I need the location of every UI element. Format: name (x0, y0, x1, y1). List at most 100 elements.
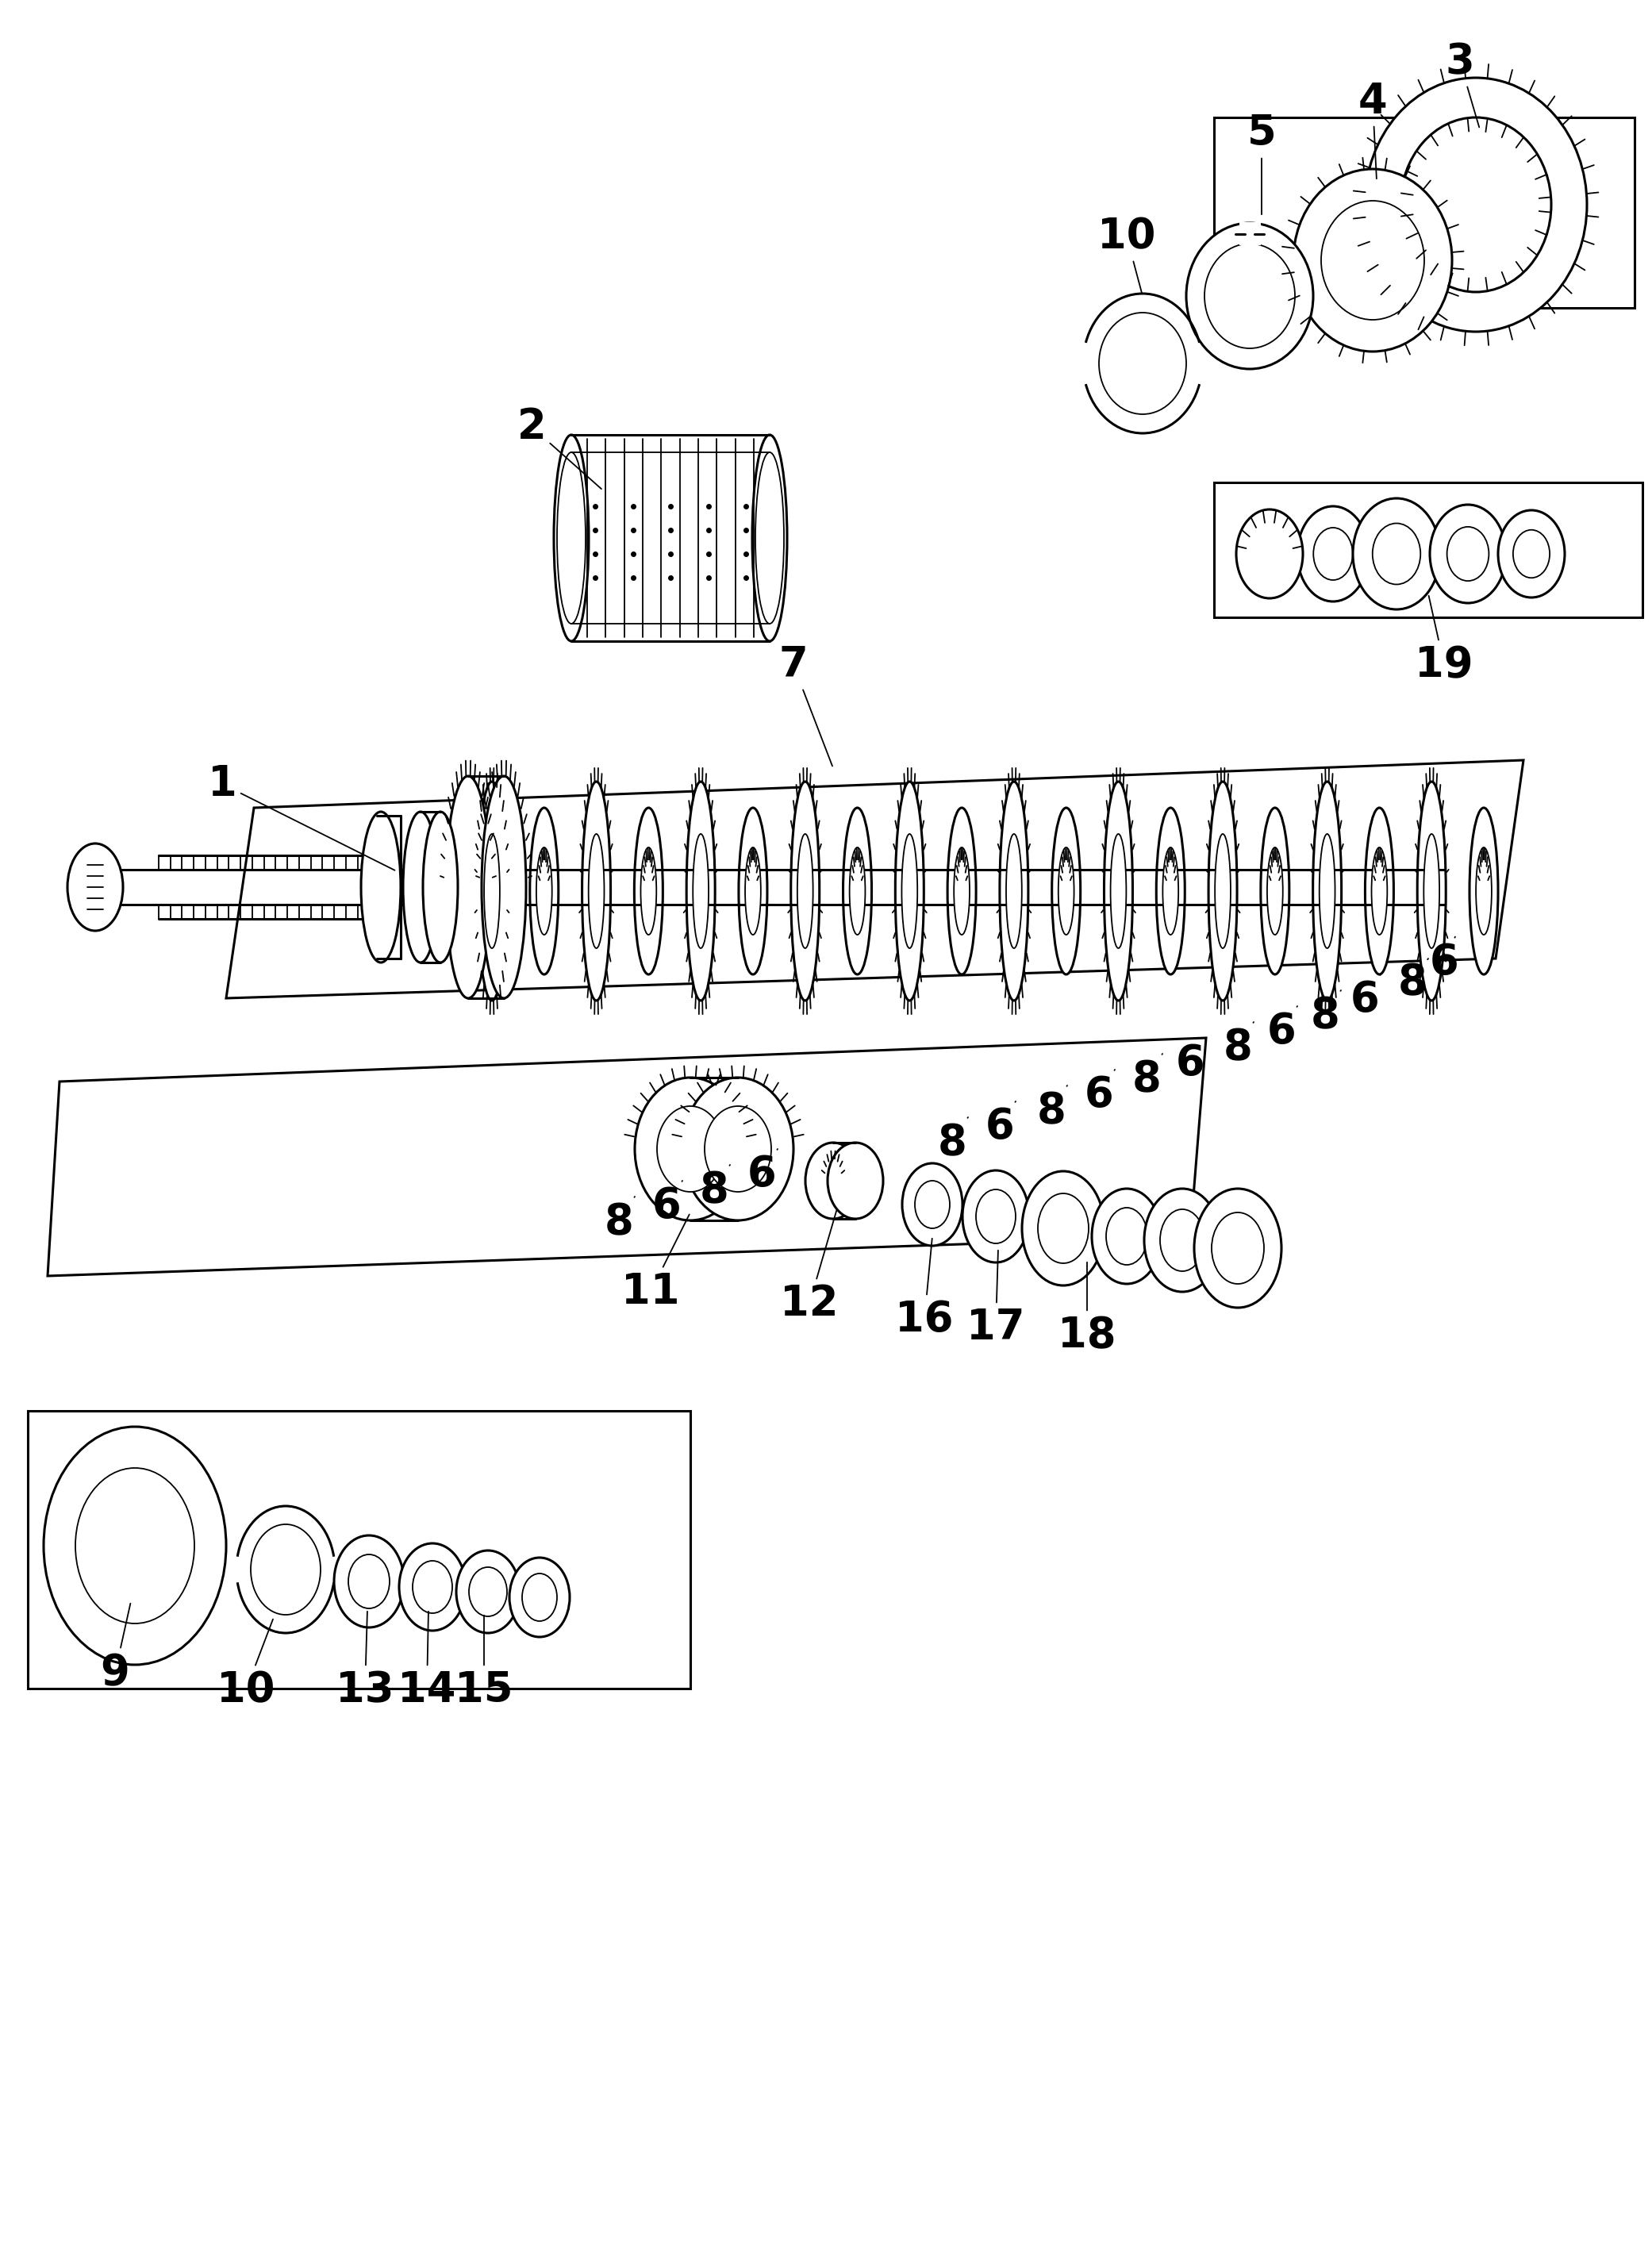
Ellipse shape (1424, 835, 1439, 949)
Ellipse shape (1431, 505, 1507, 604)
Text: 6: 6 (747, 1149, 778, 1196)
Ellipse shape (71, 848, 119, 925)
Ellipse shape (1313, 781, 1341, 1001)
Ellipse shape (791, 781, 819, 1001)
Ellipse shape (963, 1171, 1029, 1263)
Ellipse shape (745, 848, 762, 936)
Text: 14: 14 (398, 1611, 456, 1710)
Ellipse shape (1110, 835, 1127, 949)
Ellipse shape (588, 835, 605, 949)
Ellipse shape (1353, 498, 1441, 610)
Ellipse shape (1006, 835, 1023, 949)
Ellipse shape (682, 1077, 793, 1221)
Ellipse shape (902, 835, 917, 949)
Text: 13: 13 (335, 1611, 395, 1710)
Ellipse shape (1365, 808, 1394, 974)
Text: 2: 2 (517, 406, 601, 489)
Ellipse shape (1267, 848, 1284, 936)
Ellipse shape (752, 435, 786, 642)
Text: 8: 8 (605, 1196, 634, 1243)
Polygon shape (1214, 117, 1634, 307)
Ellipse shape (1023, 1171, 1105, 1286)
Polygon shape (48, 1039, 1206, 1277)
Polygon shape (28, 1411, 691, 1687)
Text: 8: 8 (938, 1118, 968, 1162)
Text: 10: 10 (216, 1620, 276, 1710)
Ellipse shape (641, 848, 656, 936)
Ellipse shape (1214, 835, 1231, 949)
Ellipse shape (1052, 808, 1080, 974)
Ellipse shape (484, 835, 501, 949)
Text: 7: 7 (778, 644, 833, 765)
Ellipse shape (1498, 509, 1564, 597)
Ellipse shape (1236, 509, 1303, 599)
Polygon shape (1241, 222, 1259, 245)
Ellipse shape (81, 864, 109, 911)
Ellipse shape (1145, 1189, 1221, 1293)
Ellipse shape (1417, 781, 1446, 1001)
Ellipse shape (68, 844, 122, 931)
Polygon shape (1214, 482, 1642, 617)
Ellipse shape (1294, 168, 1452, 352)
Ellipse shape (843, 808, 872, 974)
Ellipse shape (1237, 509, 1302, 597)
Ellipse shape (948, 808, 976, 974)
Ellipse shape (456, 1551, 520, 1634)
Ellipse shape (1475, 848, 1492, 936)
Ellipse shape (895, 781, 923, 1001)
Text: 8: 8 (1398, 958, 1429, 1003)
Text: 16: 16 (895, 1239, 953, 1340)
Ellipse shape (902, 1162, 963, 1245)
Ellipse shape (365, 817, 396, 958)
Ellipse shape (1186, 222, 1313, 368)
Text: 6: 6 (1084, 1070, 1115, 1115)
Ellipse shape (530, 808, 558, 974)
Ellipse shape (537, 848, 552, 936)
Ellipse shape (1209, 781, 1237, 1001)
Ellipse shape (1163, 848, 1178, 936)
Text: 6: 6 (985, 1102, 1016, 1147)
Ellipse shape (755, 453, 785, 624)
Ellipse shape (1059, 848, 1074, 936)
Ellipse shape (400, 1544, 466, 1631)
Ellipse shape (738, 808, 767, 974)
Text: 6: 6 (1267, 1005, 1297, 1052)
Text: 1: 1 (208, 763, 395, 871)
Text: 6: 6 (1350, 974, 1381, 1021)
Ellipse shape (692, 835, 709, 949)
Ellipse shape (557, 453, 585, 624)
Text: 8: 8 (699, 1165, 730, 1212)
Ellipse shape (798, 835, 813, 949)
Ellipse shape (509, 1557, 570, 1636)
Ellipse shape (1320, 835, 1335, 949)
Text: 6: 6 (653, 1180, 682, 1227)
Ellipse shape (849, 848, 866, 936)
Ellipse shape (806, 1142, 861, 1218)
Ellipse shape (423, 812, 458, 963)
Ellipse shape (1365, 79, 1588, 332)
Ellipse shape (1104, 781, 1133, 1001)
Text: 10: 10 (1097, 215, 1156, 294)
Text: 8: 8 (1310, 990, 1341, 1037)
Ellipse shape (403, 812, 438, 963)
Ellipse shape (76, 1468, 195, 1622)
Ellipse shape (634, 1077, 745, 1221)
Ellipse shape (657, 1106, 724, 1192)
Ellipse shape (828, 1142, 884, 1218)
Text: 12: 12 (780, 1210, 839, 1324)
Ellipse shape (43, 1427, 226, 1665)
Ellipse shape (1401, 117, 1551, 292)
Text: 19: 19 (1416, 595, 1474, 687)
Text: 15: 15 (454, 1616, 514, 1710)
Ellipse shape (1092, 1189, 1161, 1284)
Ellipse shape (482, 776, 525, 999)
Ellipse shape (553, 435, 588, 642)
Text: 8: 8 (1132, 1055, 1163, 1100)
Text: 8: 8 (1222, 1021, 1254, 1068)
Ellipse shape (582, 781, 611, 1001)
Ellipse shape (362, 812, 401, 963)
Ellipse shape (1260, 808, 1289, 974)
Ellipse shape (1194, 1189, 1282, 1308)
Text: 5: 5 (1247, 112, 1275, 215)
Text: 11: 11 (621, 1214, 689, 1313)
